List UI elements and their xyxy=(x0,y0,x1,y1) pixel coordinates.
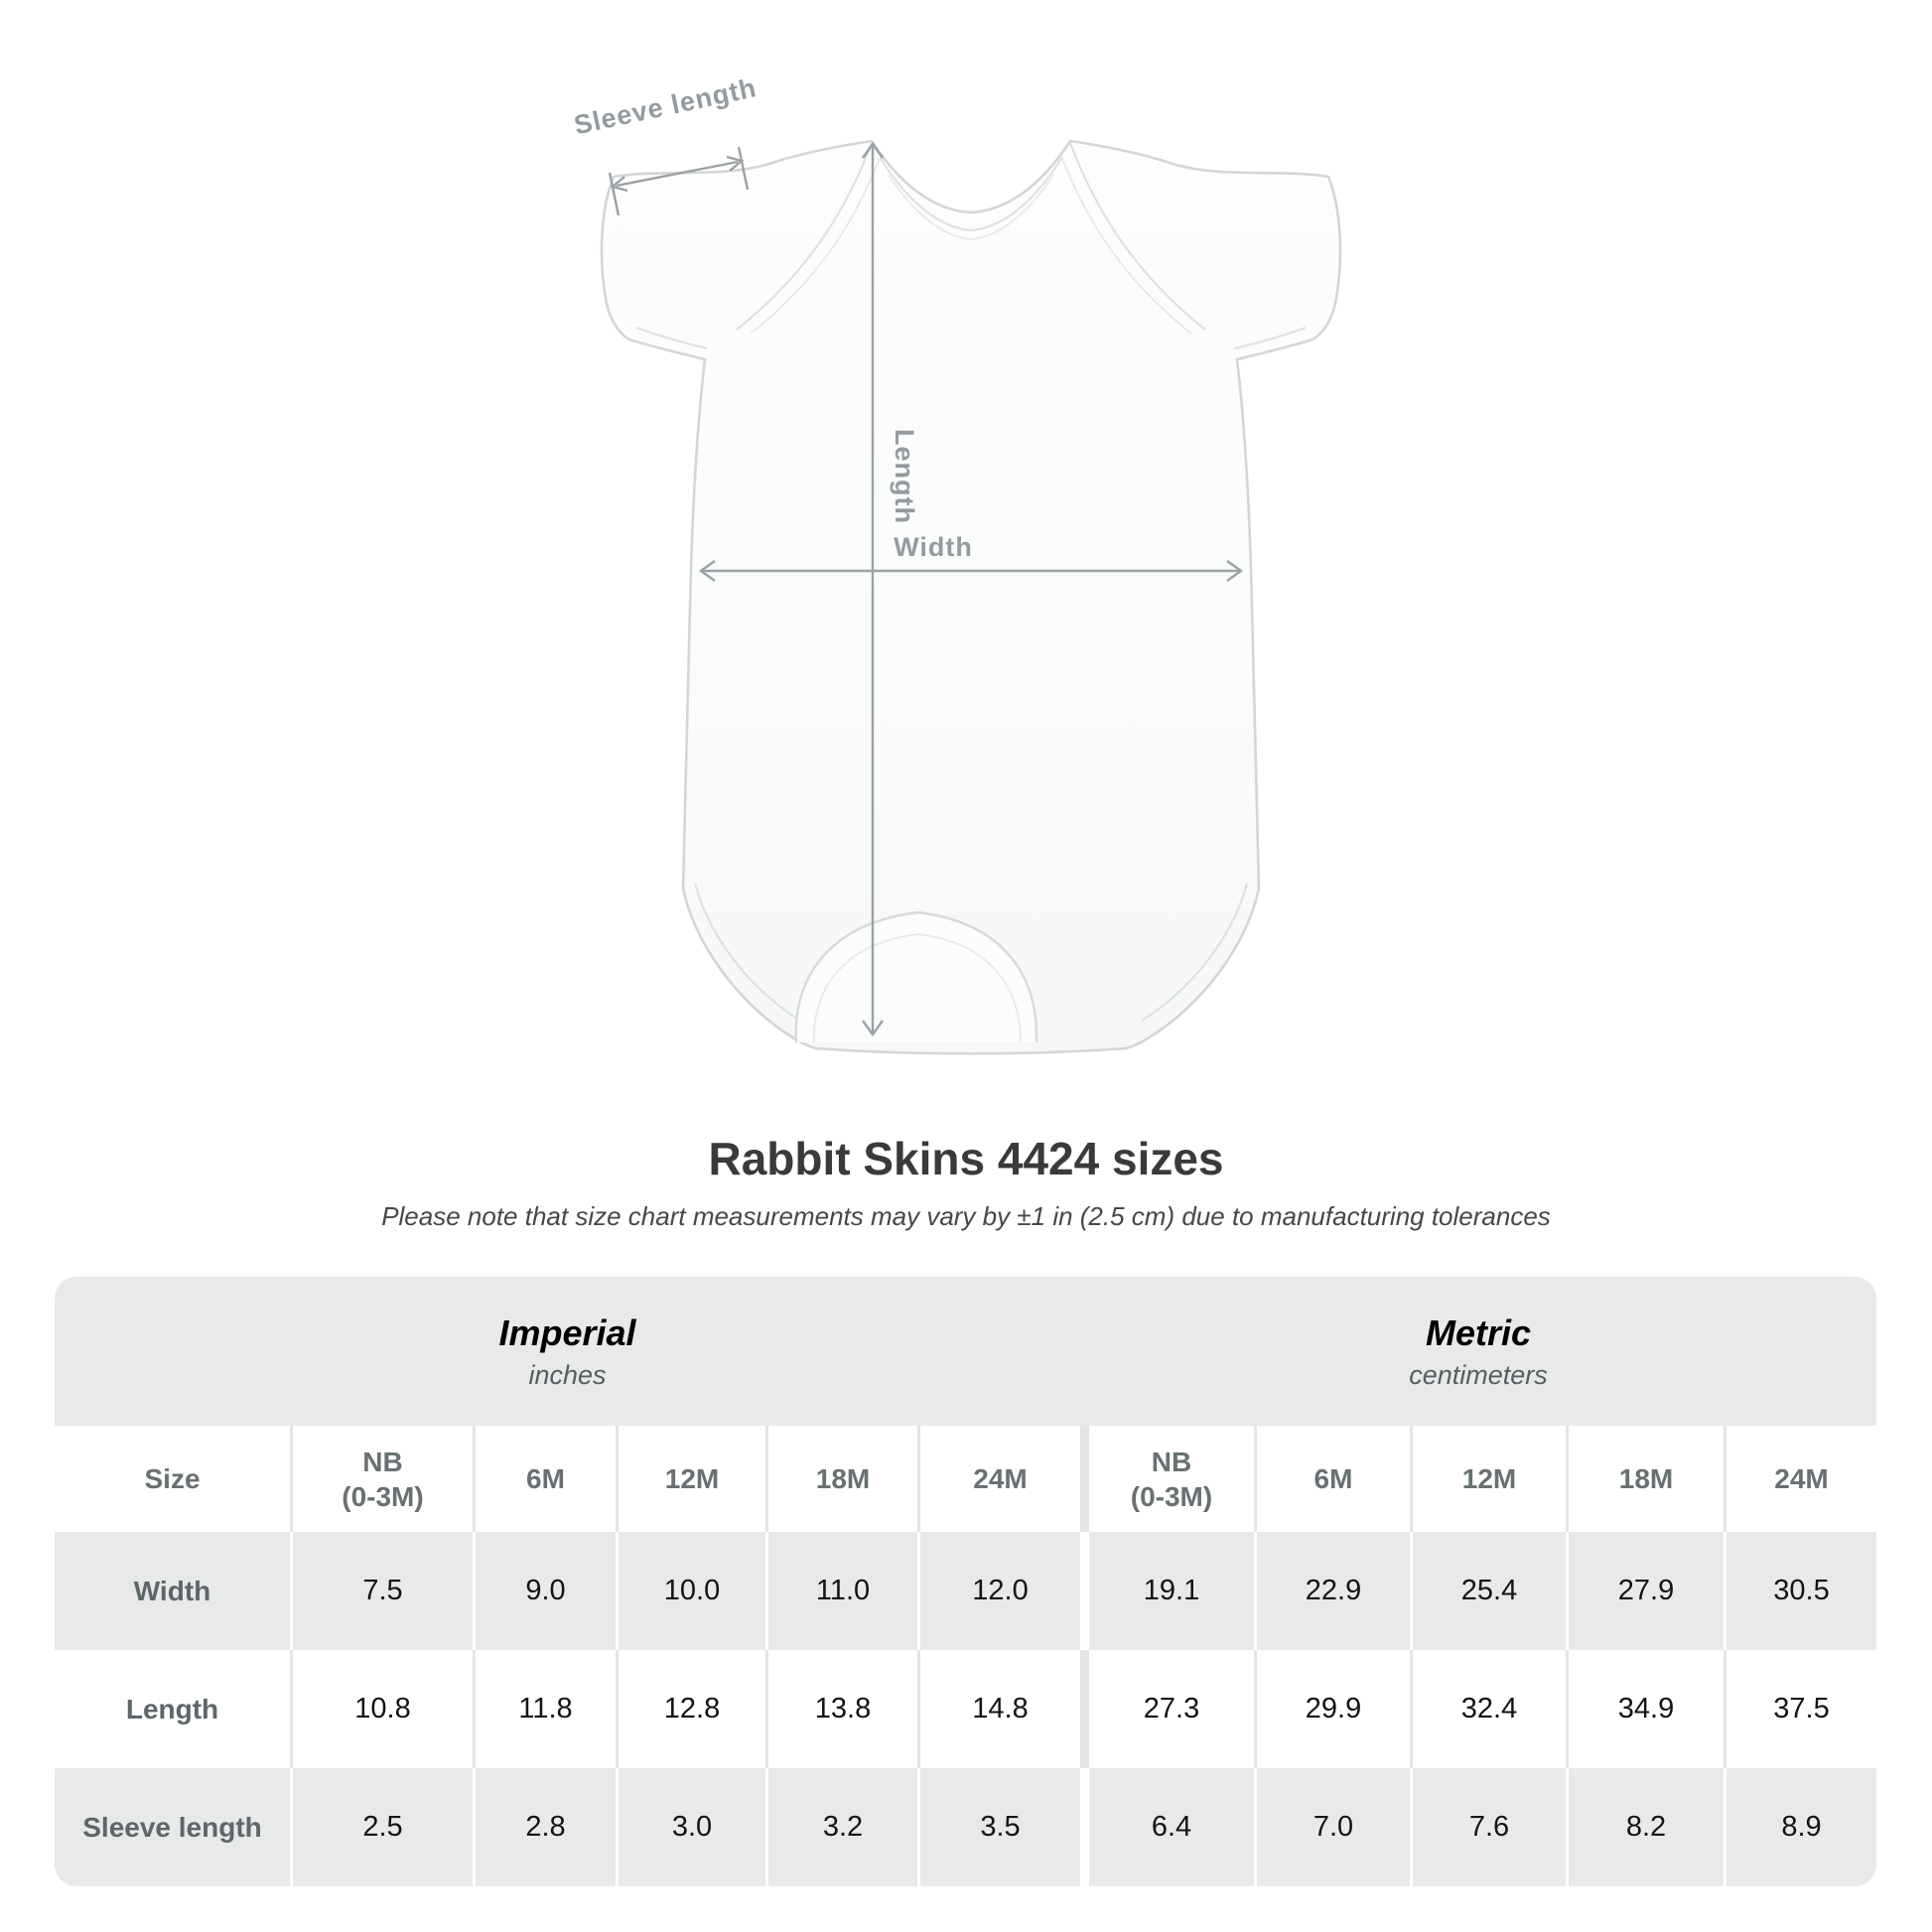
left-sleeve-hem-seam xyxy=(635,326,708,350)
header-line: 12M xyxy=(664,1463,720,1494)
header-line: NB xyxy=(362,1446,403,1477)
header-metric-nb: NB (0-3M) xyxy=(1080,1426,1254,1532)
table-row-length: Length 10.8 11.8 12.8 13.8 14.8 27.3 29.… xyxy=(55,1650,1876,1768)
metric-title: Metric xyxy=(1425,1311,1532,1353)
header-line: 18M xyxy=(815,1463,871,1494)
header-line: NB xyxy=(1151,1446,1192,1477)
right-shoulder-flap-inner-seam xyxy=(1060,155,1192,335)
header-line: 12M xyxy=(1461,1463,1517,1494)
size-chart-table: Imperial inches Metric centimeters Size … xyxy=(55,1277,1876,1886)
crotch-flap-inner-seam xyxy=(812,932,1022,1043)
length-arrow xyxy=(862,141,884,1037)
table-cell: 14.8 xyxy=(917,1650,1080,1768)
header-line: 18M xyxy=(1618,1463,1674,1494)
imperial-title: Imperial xyxy=(498,1311,636,1353)
header-line: 6M xyxy=(1313,1463,1353,1494)
bodysuit-outline xyxy=(600,139,1342,1055)
table-cell: 13.8 xyxy=(765,1650,917,1768)
header-line: 24M xyxy=(1774,1463,1829,1494)
metric-unit: centimeters xyxy=(1409,1359,1548,1390)
right-shoulder-flap-seam xyxy=(1068,142,1206,331)
header-imperial-24m: 24M xyxy=(917,1426,1080,1532)
header-line: (0-3M) xyxy=(1130,1480,1213,1512)
right-sleeve-hem-seam xyxy=(1234,326,1307,350)
length-label: Length xyxy=(890,429,919,524)
table-cell: 27.3 xyxy=(1080,1650,1254,1768)
size-column-header: Size xyxy=(144,1463,201,1494)
table-cell: 25.4 xyxy=(1410,1532,1566,1650)
metric-section-header: Metric centimeters xyxy=(1080,1277,1876,1426)
header-line: 24M xyxy=(973,1463,1028,1494)
neckline-binding-seam xyxy=(879,156,1063,232)
sleeve-length-arrow xyxy=(608,146,750,216)
table-cell: 7.0 xyxy=(1254,1768,1410,1886)
header-imperial-12m: 12M xyxy=(616,1426,765,1532)
table-cell: 3.0 xyxy=(616,1768,765,1886)
header-line: (0-3M) xyxy=(342,1480,424,1512)
header-imperial-18m: 18M xyxy=(765,1426,917,1532)
left-leg-binding-seam xyxy=(693,883,801,1022)
table-cell: 11.8 xyxy=(473,1650,616,1768)
table-cell: 22.9 xyxy=(1254,1532,1410,1650)
table-cell: 10.8 xyxy=(290,1650,473,1768)
table-cell: 8.2 xyxy=(1566,1768,1724,1886)
table-cell: 7.6 xyxy=(1410,1768,1566,1886)
sleeve-length-label: Sleeve length xyxy=(572,72,759,140)
column-header-row: Size NB (0-3M) 6M 12M 18M 24M NB (0-3M) … xyxy=(55,1426,1876,1532)
imperial-unit: inches xyxy=(528,1359,607,1390)
row-label: Sleeve length xyxy=(82,1812,262,1843)
header-imperial-6m: 6M xyxy=(473,1426,616,1532)
crotch-snap-flap xyxy=(794,910,1038,1043)
table-cell: 30.5 xyxy=(1724,1532,1876,1650)
table-cell: 19.1 xyxy=(1080,1532,1254,1650)
table-cell: 2.8 xyxy=(473,1768,616,1886)
table-cell: 10.0 xyxy=(616,1532,765,1650)
table-row-width: Width 7.5 9.0 10.0 11.0 12.0 19.1 22.9 2… xyxy=(55,1532,1876,1650)
table-cell: 2.5 xyxy=(290,1768,473,1886)
table-cell: 12.8 xyxy=(616,1650,765,1768)
bodysuit-illustration: Sleeve length Length Width xyxy=(572,72,1342,1055)
table-cell: 27.9 xyxy=(1566,1532,1724,1650)
right-leg-binding-seam xyxy=(1141,883,1249,1022)
table-cell: 8.9 xyxy=(1724,1768,1876,1886)
row-label: Width xyxy=(133,1576,211,1606)
table-cell: 12.0 xyxy=(917,1532,1080,1650)
width-label: Width xyxy=(894,532,973,562)
table-cell: 9.0 xyxy=(473,1532,616,1650)
table-cell: 7.5 xyxy=(290,1532,473,1650)
table-cell: 34.9 xyxy=(1566,1650,1724,1768)
table-cell: 29.9 xyxy=(1254,1650,1410,1768)
width-arrow xyxy=(698,560,1244,582)
header-metric-18m: 18M xyxy=(1566,1426,1724,1532)
left-shoulder-flap-seam xyxy=(736,142,874,331)
page-title: Rabbit Skins 4424 sizes xyxy=(708,1133,1224,1184)
table-cell: 37.5 xyxy=(1724,1650,1876,1768)
neckline-inner-seam xyxy=(888,174,1054,241)
header-metric-6m: 6M xyxy=(1254,1426,1410,1532)
header-line: 6M xyxy=(526,1463,565,1494)
row-label: Length xyxy=(125,1694,219,1725)
header-metric-12m: 12M xyxy=(1410,1426,1566,1532)
table-row-sleeve-length: Sleeve length 2.5 2.8 3.0 3.2 3.5 6.4 7.… xyxy=(55,1768,1876,1886)
table-cell: 6.4 xyxy=(1080,1768,1254,1886)
unit-section-band: Imperial inches Metric centimeters xyxy=(55,1277,1876,1426)
imperial-section-header: Imperial inches xyxy=(55,1277,1080,1426)
bodysuit-diagram: Sleeve length Length Width xyxy=(572,72,1342,1055)
table-cell: 3.2 xyxy=(765,1768,917,1886)
header-imperial-nb: NB (0-3M) xyxy=(290,1426,473,1532)
header-metric-24m: 24M xyxy=(1724,1426,1876,1532)
table-cell: 3.5 xyxy=(917,1768,1080,1886)
table-cell: 11.0 xyxy=(765,1532,917,1650)
table-cell: 32.4 xyxy=(1410,1650,1566,1768)
page-subtitle: Please note that size chart measurements… xyxy=(381,1201,1551,1231)
